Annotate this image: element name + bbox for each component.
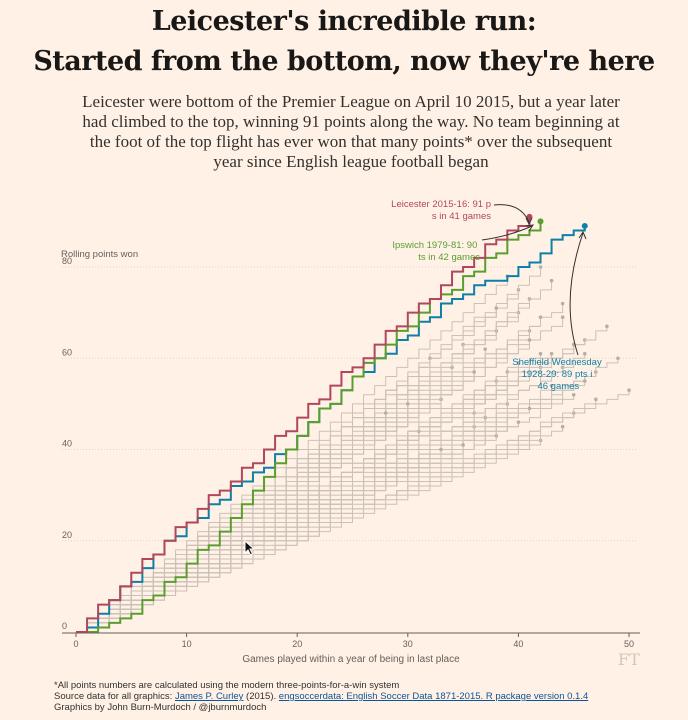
annotation-sheffield: Sheffield Wednesday 1928-29: 89 pts i 46 …	[512, 357, 602, 392]
background-team-end-dot	[549, 351, 554, 356]
background-team-line	[76, 344, 464, 633]
background-team-line	[76, 371, 597, 633]
source-year: (2015).	[243, 691, 279, 702]
background-team-end-dot	[616, 356, 620, 361]
background-team-end-dot	[483, 347, 488, 351]
background-team-end-dot	[516, 420, 521, 424]
y-tick-label-80: 80	[62, 256, 72, 266]
background-team-line	[76, 444, 464, 633]
x-tick-label-40: 40	[513, 639, 523, 649]
y-axis-label: Rolling points won	[61, 249, 138, 260]
ft-logo: FT	[618, 650, 640, 669]
chart-title-line-2: Started from the bottom, now they're her…	[33, 46, 655, 77]
footer: *All points numbers are calculated using…	[54, 680, 654, 713]
background-team-line	[76, 399, 442, 633]
series-line-leicester	[76, 216, 531, 633]
background-team-end-dot	[571, 392, 576, 397]
x-tick-label-30: 30	[403, 639, 413, 649]
y-tick-label-0: 0	[62, 621, 67, 631]
source-author-link[interactable]: James P. Curley	[174, 691, 244, 702]
series-end-dot-sheffield	[581, 222, 588, 229]
mouse-cursor-icon	[244, 540, 256, 556]
annotation-ipswich: Ipswich 1979-81: 90 ts in 42 games	[392, 240, 480, 263]
background-team-end-dot	[383, 411, 388, 415]
x-tick-label-10: 10	[182, 639, 192, 649]
background-team-line	[76, 317, 542, 633]
background-team-end-dot	[406, 402, 410, 406]
x-axis-label: Games played within a year of being in l…	[242, 654, 460, 665]
background-team-line	[76, 344, 575, 633]
background-team-end-dot	[627, 388, 631, 392]
annotation-arrow-leicester	[493, 204, 530, 223]
background-team-end-dot	[594, 397, 598, 402]
background-team-line	[76, 371, 508, 633]
background-team-end-dot	[549, 383, 554, 388]
background-team-end-dot	[538, 351, 543, 356]
background-team-end-dot	[439, 447, 443, 452]
background-team-end-dot	[560, 301, 565, 306]
credit-line: Graphics by John Burn-Murdoch / @jburnmu…	[54, 702, 267, 713]
y-tick-label-20: 20	[62, 530, 72, 540]
annotation-arrowhead-sheffield	[578, 230, 587, 240]
source-package-link[interactable]: engsoccerdata: English Soccer Data 1871-…	[278, 691, 589, 702]
background-team-end-dot	[560, 424, 565, 429]
background-team-line	[76, 308, 497, 633]
y-tick-label-60: 60	[62, 347, 72, 357]
points-chart: 0 20 40 60 80 0 10 20 30 40 50 Rolling points won Ga…	[61, 199, 640, 665]
highlight-team-lines	[76, 213, 588, 633]
background-team-line	[76, 353, 542, 633]
background-team-end-dot	[527, 406, 532, 411]
background-team-end-dot	[538, 265, 543, 269]
annotation-arrowhead-leicester	[525, 217, 533, 226]
background-team-end-dot	[538, 315, 543, 319]
x-tick-label-20: 20	[292, 639, 302, 649]
source-prefix: Source data for all graphics:	[54, 691, 175, 702]
background-team-end-dot	[494, 306, 499, 310]
annotation-arrow-ipswich	[481, 225, 533, 241]
source-line: Source data for all graphics: James P. C…	[54, 691, 654, 702]
background-team-end-dot	[605, 324, 609, 329]
background-team-end-dot	[560, 315, 565, 319]
background-team-line	[76, 408, 530, 633]
background-team-end-dot	[582, 379, 587, 383]
series-line-ipswich	[76, 221, 542, 633]
background-team-line	[76, 353, 553, 633]
background-team-end-dot	[527, 338, 532, 342]
y-tick-label-40: 40	[62, 439, 72, 449]
x-tick-label-50: 50	[624, 639, 634, 649]
chart-subtitle: Leicester were bottom of the Premier Lea…	[82, 92, 620, 171]
background-team-end-dot	[516, 361, 521, 365]
background-team-line	[76, 371, 475, 633]
annotation-arrowhead-ipswich	[525, 224, 535, 232]
background-team-end-dot	[582, 351, 587, 356]
x-tick-label-0: 0	[73, 639, 78, 649]
background-team-end-dot	[549, 278, 554, 283]
chart-title: Leicester's incredible run: Started from…	[0, 2, 688, 82]
chart-title-line-1: Leicester's incredible run:	[151, 6, 537, 37]
series-end-dot-ipswich	[537, 218, 544, 225]
background-team-line	[76, 280, 553, 633]
background-team-line	[76, 413, 575, 633]
series-end-dot-leicester	[526, 213, 533, 220]
background-team-lines	[76, 265, 631, 633]
axes: 0 20 40 60 80 0 10 20 30 40 50 Rolling points won Ga…	[61, 249, 640, 665]
footnote: *All points numbers are calculated using…	[54, 680, 400, 691]
background-team-end-dot	[461, 443, 465, 447]
background-team-end-dot	[472, 370, 476, 374]
annotation-arrow-sheffield	[569, 232, 584, 356]
